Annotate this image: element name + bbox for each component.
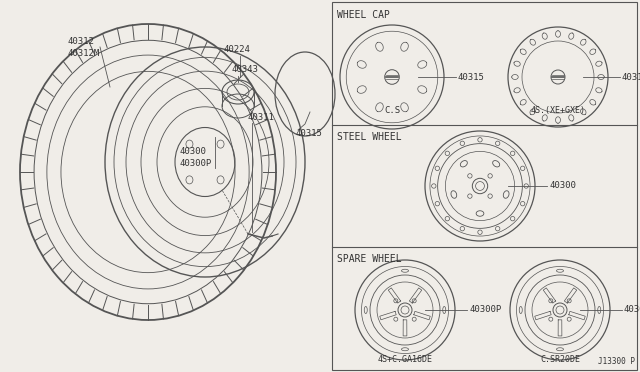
Text: 40300P: 40300P [469,305,501,314]
Text: STEEL WHEEL: STEEL WHEEL [337,132,402,142]
Text: 40312: 40312 [68,38,95,46]
Text: 40311: 40311 [248,112,275,122]
Text: SPARE WHEEL: SPARE WHEEL [337,254,402,264]
Text: 40315: 40315 [622,73,640,81]
Text: 4S+C.GA16DE: 4S+C.GA16DE [378,355,433,364]
Text: 40224: 40224 [224,45,251,55]
Text: J13300 P: J13300 P [598,357,635,366]
Text: 40315: 40315 [458,73,485,81]
Text: 4S.(XE+GXE): 4S.(XE+GXE) [531,106,586,115]
Text: C.SR20DE: C.SR20DE [540,355,580,364]
Text: 40300: 40300 [549,182,576,190]
Text: 40315: 40315 [295,129,322,138]
Text: 40300: 40300 [180,148,207,157]
Text: 40312M: 40312M [68,48,100,58]
Text: C.S: C.S [384,106,400,115]
Text: 40300P: 40300P [624,305,640,314]
Text: 40300P: 40300P [180,158,212,167]
Text: 40343: 40343 [232,65,259,74]
Text: WHEEL CAP: WHEEL CAP [337,10,390,20]
Bar [332,2,637,370]
